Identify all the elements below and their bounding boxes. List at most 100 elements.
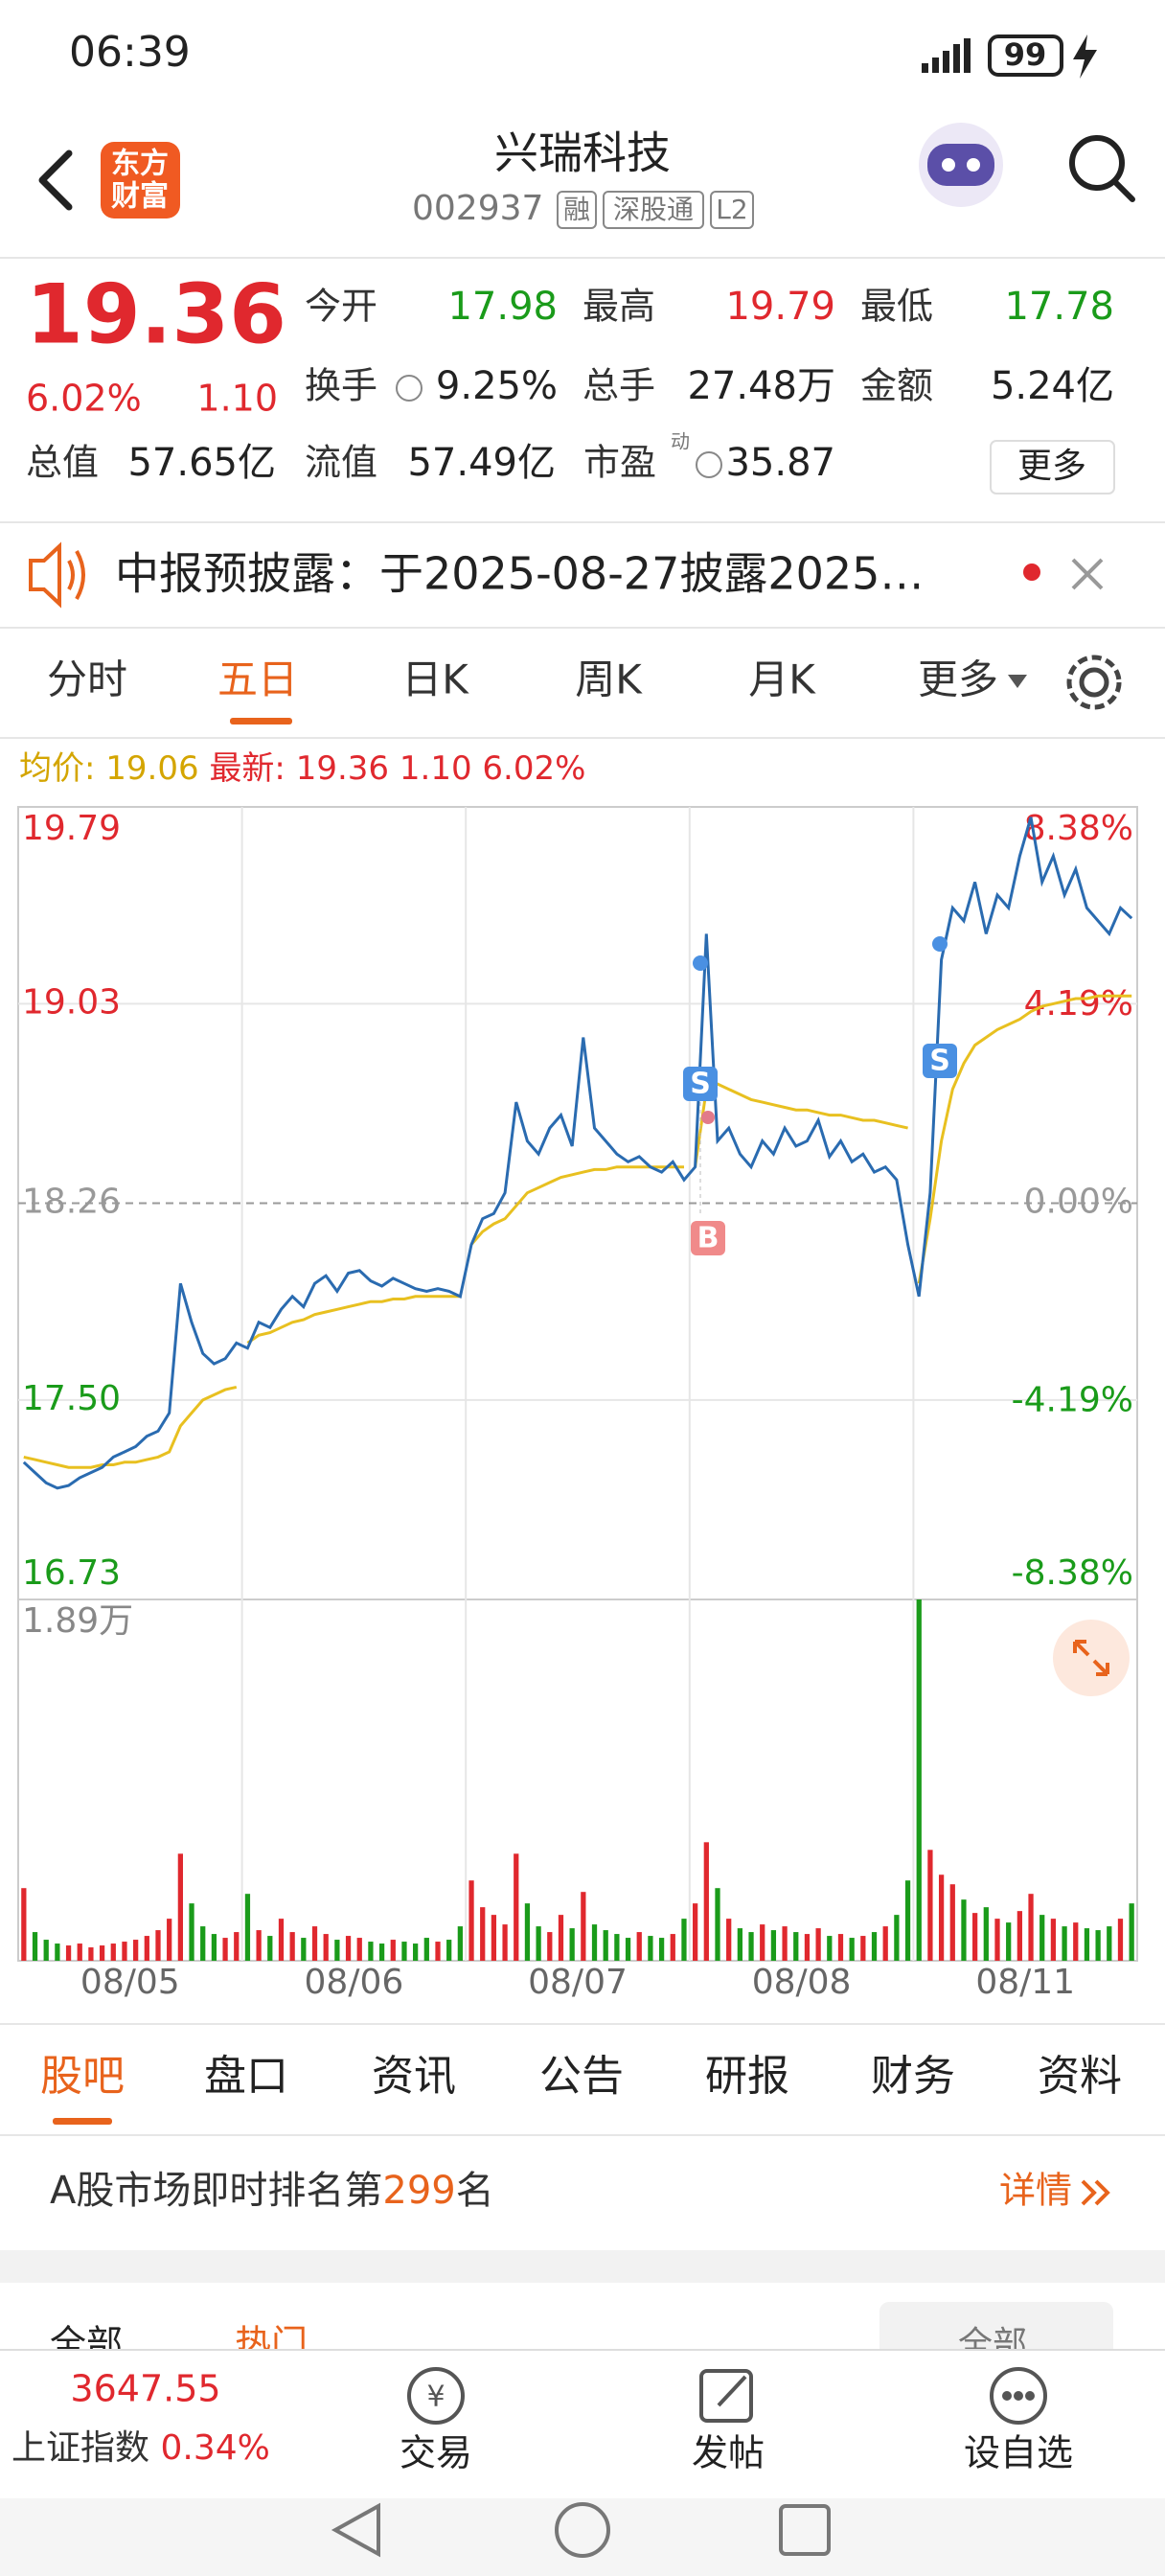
volume-bar bbox=[693, 1903, 698, 1961]
volume-bar bbox=[1084, 1928, 1090, 1961]
volume-bar bbox=[827, 1936, 833, 1961]
volume-bar bbox=[871, 1932, 878, 1961]
volume-bar bbox=[927, 1850, 933, 1961]
plot-frame bbox=[17, 806, 1138, 1962]
chart-tab[interactable]: 日K bbox=[401, 656, 469, 703]
tab-indicator bbox=[53, 2118, 112, 2125]
volume-bar bbox=[222, 1938, 228, 1961]
avg-line bbox=[469, 1165, 684, 1246]
chart-tab[interactable]: 月K bbox=[748, 656, 816, 703]
icon-part bbox=[964, 38, 971, 73]
volume-bar bbox=[1107, 1926, 1112, 1961]
icon-part bbox=[990, 2367, 1047, 2425]
rank-detail[interactable]: 详情 bbox=[999, 2170, 1072, 2212]
footer-action[interactable]: 交易 bbox=[400, 2432, 472, 2474]
nav-back[interactable] bbox=[331, 2502, 380, 2558]
volume-bar bbox=[882, 1926, 888, 1961]
y2-tick-label: 0.00% bbox=[1024, 1183, 1133, 1222]
nav-recent[interactable] bbox=[779, 2504, 831, 2556]
icon-part bbox=[1025, 2391, 1035, 2401]
footer-bar bbox=[0, 2350, 1165, 2498]
more-label: 更多 bbox=[1017, 447, 1086, 486]
settings-icon[interactable] bbox=[1066, 655, 1122, 710]
legend-last-label: 最新: bbox=[209, 749, 285, 788]
badge: 深股通 bbox=[613, 194, 694, 225]
signal-icon bbox=[922, 38, 971, 73]
chart-tab[interactable]: 分时 bbox=[47, 656, 127, 703]
icon-part bbox=[922, 63, 928, 73]
chart-tab[interactable]: 周K bbox=[575, 656, 643, 703]
volume-bar bbox=[378, 1944, 385, 1961]
index-line: 上证指数 0.34% bbox=[11, 2428, 270, 2468]
volume-bar bbox=[167, 1919, 172, 1961]
marker-dot bbox=[932, 936, 948, 952]
buy-marker-label: B bbox=[697, 1222, 720, 1255]
chart-tab[interactable]: 更多 bbox=[918, 656, 998, 703]
icon-part bbox=[1112, 179, 1135, 202]
icon-part bbox=[1002, 2391, 1012, 2401]
expand-button[interactable] bbox=[1053, 1620, 1130, 1696]
assistant-avatar[interactable] bbox=[919, 123, 1003, 207]
sell-marker bbox=[683, 1067, 718, 1101]
volume-tick-label: 1.89万 bbox=[22, 1601, 133, 1641]
sell-marker-label: S bbox=[690, 1068, 711, 1101]
volume-bar bbox=[1028, 1894, 1034, 1961]
nav-home[interactable] bbox=[555, 2502, 610, 2558]
volume-bar bbox=[267, 1936, 273, 1961]
avg-line bbox=[694, 1082, 908, 1167]
field-value: 35.87 bbox=[725, 441, 835, 485]
sub-tab[interactable]: 股吧 bbox=[40, 2052, 125, 2101]
volume-bar bbox=[200, 1926, 206, 1961]
search-button[interactable] bbox=[1069, 135, 1135, 202]
volume-bar bbox=[1095, 1930, 1101, 1961]
logo-text: 东方 bbox=[111, 148, 169, 181]
index-name: 上证指数 bbox=[11, 2428, 149, 2468]
avg-line bbox=[246, 1295, 461, 1345]
volume-bar bbox=[782, 1926, 788, 1961]
volume-bar bbox=[1062, 1926, 1067, 1961]
icon-part bbox=[927, 144, 994, 186]
chart-tab[interactable]: 五日 bbox=[217, 656, 298, 703]
sub-tab[interactable]: 财务 bbox=[871, 2052, 955, 2101]
rank-suffix: 名 bbox=[456, 2169, 494, 2213]
y-tick-label: 18.26 bbox=[22, 1183, 121, 1222]
volume-bar bbox=[1129, 1903, 1134, 1961]
volume-bar bbox=[323, 1934, 329, 1961]
five-day-chart: 19.79 19.03 18.26 17.50 16.73 8.38% 4.19% 0.00%… bbox=[17, 806, 1138, 2002]
footer-action[interactable]: 发帖 bbox=[692, 2432, 765, 2474]
unread-dot bbox=[1023, 564, 1040, 581]
volume-bar bbox=[558, 1915, 564, 1961]
close-notice[interactable] bbox=[1071, 558, 1104, 590]
more-button[interactable] bbox=[990, 440, 1115, 494]
volume-bar bbox=[748, 1932, 754, 1961]
volume-bar bbox=[21, 1888, 27, 1961]
volume-bar bbox=[301, 1938, 307, 1961]
price-line bbox=[22, 816, 1133, 1490]
status-time: 06:39 bbox=[69, 28, 191, 77]
volume-bar bbox=[581, 1892, 586, 1961]
volume-bar bbox=[189, 1903, 194, 1961]
volume-bar bbox=[256, 1930, 262, 1961]
field-label: 金额 bbox=[860, 365, 933, 407]
change: 1.10 bbox=[196, 378, 278, 420]
sub-tab[interactable]: 研报 bbox=[705, 2052, 789, 2101]
badge: L2 bbox=[716, 194, 747, 225]
sub-tab[interactable]: 公告 bbox=[539, 2052, 624, 2101]
footer-action[interactable]: 设自选 bbox=[964, 2432, 1073, 2474]
volume-bar bbox=[804, 1934, 811, 1961]
sub-tab[interactable]: 资料 bbox=[1038, 2052, 1122, 2101]
volume-bar bbox=[770, 1930, 777, 1961]
back-button[interactable] bbox=[38, 150, 73, 211]
volume-bar bbox=[1073, 1922, 1079, 1961]
icon-part bbox=[942, 158, 955, 172]
sub-tab[interactable]: 资讯 bbox=[372, 2052, 456, 2101]
trade-icon: ¥ bbox=[407, 2367, 465, 2425]
volume-bar bbox=[110, 1944, 116, 1961]
volume-bar bbox=[278, 1919, 285, 1961]
y-tick-label: 17.50 bbox=[22, 1379, 121, 1418]
volume-bar bbox=[569, 1928, 575, 1961]
volume-bar bbox=[77, 1944, 82, 1961]
volume-bar bbox=[815, 1928, 821, 1961]
sub-tab[interactable]: 盘口 bbox=[204, 2052, 288, 2101]
